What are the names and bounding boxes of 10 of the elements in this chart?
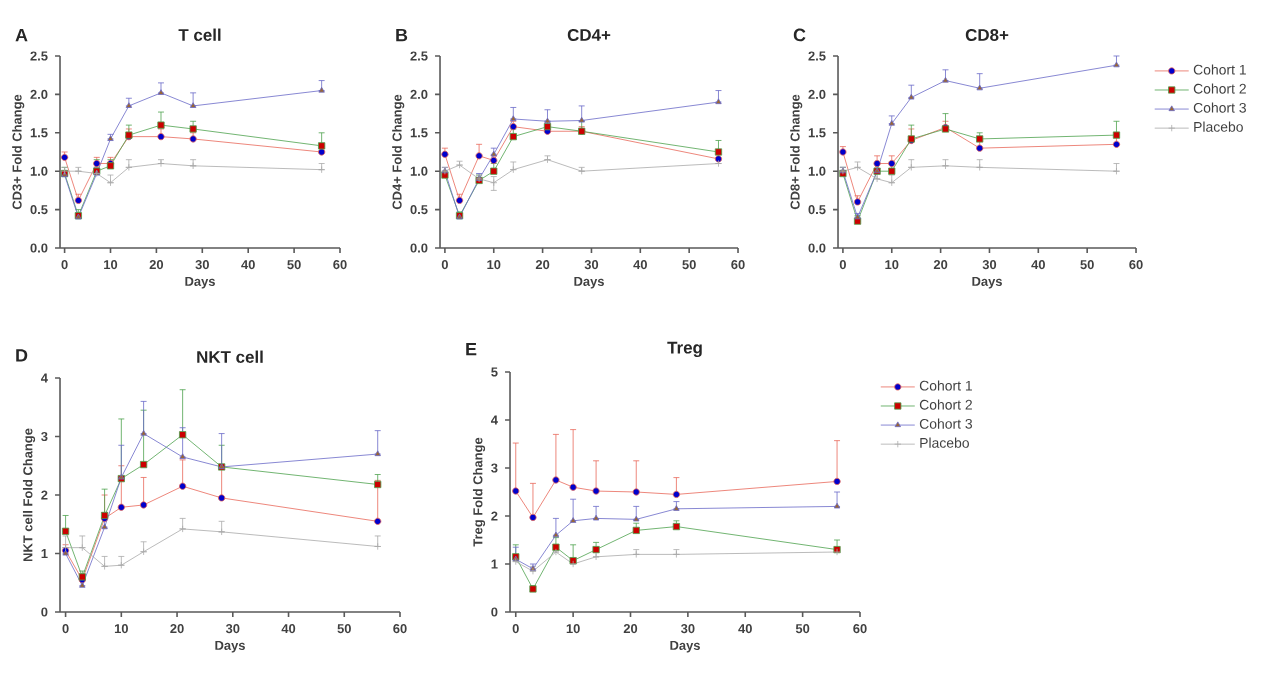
text: A — [15, 28, 28, 42]
chart-title: Treg — [667, 341, 702, 357]
text: D — [16, 349, 28, 362]
chart-title: T cell — [178, 28, 221, 41]
chart-title: CD4+ — [567, 29, 611, 41]
chart-title: CD8+ — [965, 29, 1009, 41]
chart-title: NKT cell — [197, 350, 263, 363]
text: C — [793, 28, 806, 42]
text: E — [466, 343, 477, 356]
text: B — [396, 28, 408, 42]
